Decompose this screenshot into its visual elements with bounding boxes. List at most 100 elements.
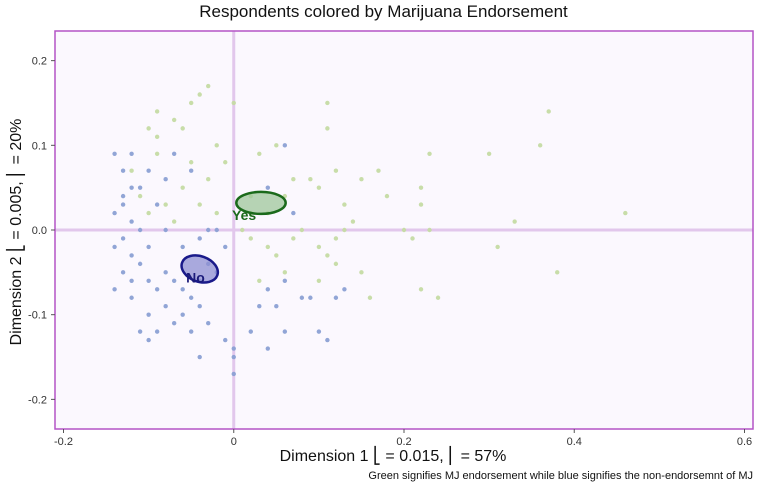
point-no (206, 320, 211, 326)
point-no (188, 168, 194, 173)
point-yes (163, 202, 168, 207)
point-no (223, 244, 228, 250)
point-no (299, 295, 305, 300)
point-no (248, 329, 253, 334)
point-yes (486, 151, 492, 156)
point-no (171, 320, 177, 326)
point-yes (146, 210, 151, 216)
point-yes (154, 109, 160, 114)
y-tick-label: -0.1 (28, 310, 47, 322)
point-no (137, 329, 143, 334)
point-no (137, 261, 143, 267)
point-no (171, 278, 177, 284)
point-yes (154, 151, 160, 156)
point-no (214, 227, 219, 233)
point-no (129, 185, 134, 190)
point-no (129, 295, 134, 300)
point-no (231, 371, 236, 377)
point-no (223, 337, 228, 343)
point-no (308, 295, 313, 300)
point-yes (410, 236, 415, 241)
point-no (112, 244, 117, 250)
point-yes (274, 253, 279, 258)
point-no (180, 312, 185, 317)
point-no (163, 227, 168, 233)
point-no (146, 337, 151, 343)
y-tick-label: 0.1 (32, 140, 47, 152)
point-yes (171, 117, 177, 123)
point-no (154, 202, 160, 207)
point-yes (291, 236, 296, 241)
point-yes (154, 134, 160, 140)
point-no (188, 295, 194, 300)
point-no (180, 244, 185, 250)
point-yes (350, 219, 356, 224)
point-yes (180, 126, 185, 131)
point-no (342, 287, 347, 292)
ellipse-no (180, 254, 220, 284)
point-no (197, 236, 202, 241)
point-yes (325, 126, 330, 131)
point-no (325, 337, 330, 343)
point-yes (206, 83, 211, 89)
point-yes (418, 202, 424, 207)
point-no (257, 304, 262, 309)
point-no (129, 253, 134, 258)
x-tick-label: 0 (231, 436, 237, 448)
point-no (188, 329, 194, 334)
point-no (137, 227, 143, 233)
point-no (112, 287, 117, 292)
point-no (282, 329, 288, 334)
x-tick-label: 0.6 (737, 436, 752, 448)
point-no (120, 236, 126, 241)
point-yes (512, 219, 517, 224)
point-yes (316, 244, 322, 250)
point-yes (240, 227, 245, 233)
ellipse-yes (235, 190, 287, 216)
point-no (171, 151, 177, 156)
point-yes (282, 270, 288, 275)
point-yes (188, 100, 194, 106)
point-yes (291, 176, 296, 182)
point-yes (427, 227, 432, 233)
point-yes (223, 160, 228, 165)
point-yes (257, 278, 262, 284)
point-yes (546, 109, 551, 114)
chart-title: Respondents colored by Marijuana Endorse… (199, 2, 568, 21)
point-yes (231, 100, 236, 106)
point-no (112, 151, 117, 156)
point-no (120, 168, 126, 173)
point-no (282, 278, 288, 284)
point-no (206, 227, 211, 233)
point-no (146, 278, 151, 284)
point-yes (435, 295, 441, 300)
point-yes (214, 210, 219, 216)
point-yes (537, 143, 543, 148)
point-yes (197, 202, 202, 207)
point-yes (299, 227, 305, 233)
ellipse-label-yes: Yes (232, 207, 256, 223)
point-no (316, 329, 322, 334)
point-no (146, 312, 151, 317)
point-no (163, 270, 168, 275)
point-no (197, 354, 202, 360)
point-yes (384, 193, 390, 199)
x-tick-label: -0.2 (54, 436, 73, 448)
point-no (120, 270, 126, 275)
point-no (146, 244, 151, 250)
point-yes (376, 168, 381, 173)
point-yes (325, 100, 330, 106)
point-yes (274, 143, 279, 148)
point-yes (146, 126, 151, 131)
point-no (197, 304, 202, 309)
point-no (120, 193, 126, 199)
x-axis-label: Dimension 1 ⎣ = 0.015, ⎢ = 57% (279, 448, 507, 465)
point-yes (418, 185, 424, 190)
point-no (265, 287, 271, 292)
x-tick-label: 0.2 (396, 436, 411, 448)
ellipse-label-no: No (186, 269, 205, 285)
point-yes (401, 227, 407, 233)
point-yes (316, 278, 322, 284)
point-yes (333, 236, 339, 241)
